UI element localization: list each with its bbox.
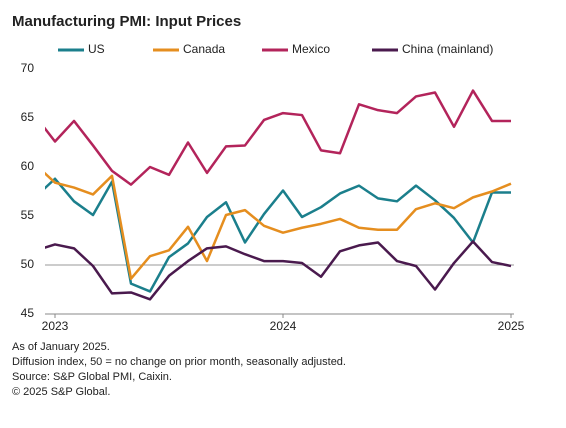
chart-title: Manufacturing PMI: Input Prices [12, 13, 241, 30]
plot-area [45, 177, 511, 293]
series-line [45, 240, 512, 301]
series-line [45, 177, 511, 293]
legend-label: Canada [183, 42, 225, 56]
x-tick-label: 2025 [498, 319, 525, 333]
x-tick-label: 2024 [270, 319, 297, 333]
y-tick-label: 60 [21, 159, 35, 173]
series-line [45, 89, 511, 186]
footnote: © 2025 S&P Global. [12, 386, 110, 398]
y-tick-label: 55 [21, 208, 35, 222]
legend-label: China (mainland) [402, 42, 493, 56]
y-tick-label: 50 [21, 257, 35, 271]
plot-area [45, 89, 511, 186]
footnote: As of January 2025. [12, 341, 110, 353]
legend-label: Mexico [292, 42, 330, 56]
y-tick-label: 65 [21, 110, 35, 124]
footnote: Source: S&P Global PMI, Caixin. [12, 371, 172, 383]
series-line [45, 171, 512, 280]
plot-area [45, 171, 512, 280]
plot-area [45, 240, 512, 301]
x-tick-label: 2023 [42, 319, 69, 333]
y-tick-label: 45 [21, 306, 35, 320]
footnote: Diffusion index, 50 = no change on prior… [12, 356, 346, 368]
legend-label: US [88, 42, 105, 56]
y-tick-label: 70 [21, 61, 35, 75]
